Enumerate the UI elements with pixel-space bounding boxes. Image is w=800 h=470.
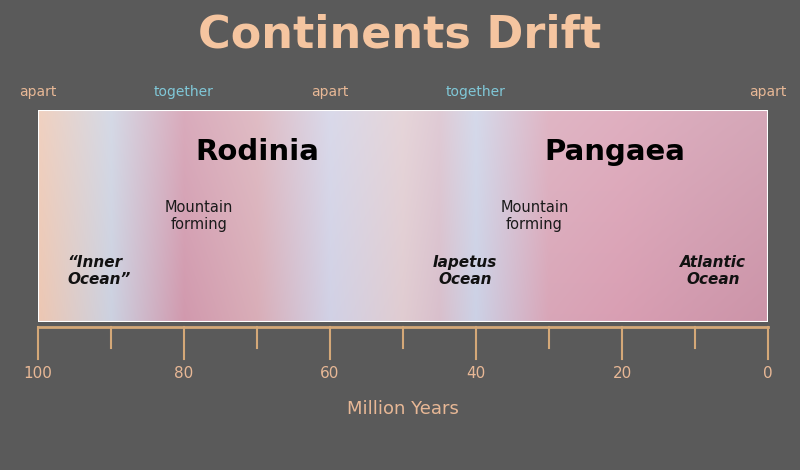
Text: apart: apart — [750, 85, 786, 99]
Text: apart: apart — [311, 85, 349, 99]
Text: “Inner
Ocean”: “Inner Ocean” — [67, 255, 130, 287]
Text: 20: 20 — [612, 366, 632, 381]
Text: Continents Drift: Continents Drift — [198, 14, 602, 56]
Text: Mountain
forming: Mountain forming — [165, 200, 233, 232]
Text: Million Years: Million Years — [347, 400, 459, 418]
Text: 0: 0 — [763, 366, 773, 381]
Text: 40: 40 — [466, 366, 486, 381]
Text: Mountain
forming: Mountain forming — [500, 200, 569, 232]
Text: 60: 60 — [320, 366, 340, 381]
Text: Iapetus
Ocean: Iapetus Ocean — [433, 255, 498, 287]
FancyBboxPatch shape — [10, 8, 790, 462]
Text: together: together — [154, 85, 214, 99]
Text: together: together — [446, 85, 506, 99]
Text: apart: apart — [19, 85, 57, 99]
Text: Rodinia: Rodinia — [195, 138, 319, 166]
Text: Atlantic
Ocean: Atlantic Ocean — [680, 255, 746, 287]
Text: Pangaea: Pangaea — [544, 138, 685, 166]
Text: 100: 100 — [23, 366, 53, 381]
Text: 80: 80 — [174, 366, 194, 381]
